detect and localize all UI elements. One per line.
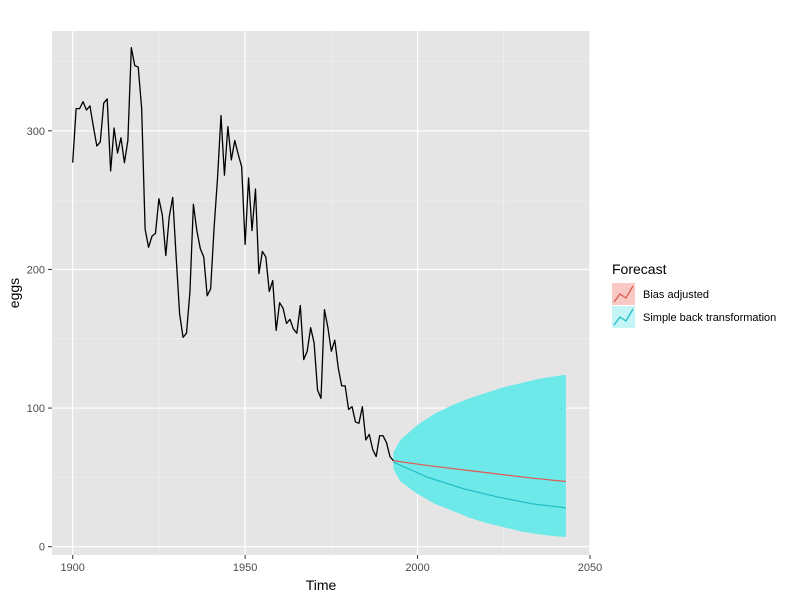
legend: Forecast Bias adjusted Simple back transf… [612, 261, 776, 328]
x-tick-label: 2000 [405, 562, 429, 574]
legend-entries: Bias adjusted Simple back transformation [612, 283, 776, 328]
legend-key-line [613, 308, 634, 326]
legend-key-fill [612, 283, 635, 305]
y-axis: 0 100 200 300 [27, 126, 52, 554]
series-line-forecast [393, 460, 566, 483]
x-tick-label: 2050 [578, 562, 602, 574]
x-tick-label: 1950 [233, 562, 257, 574]
x-tick-label: 1900 [60, 562, 84, 574]
y-tick-label: 100 [27, 403, 45, 415]
x-axis-title: Time [306, 577, 337, 593]
legend-title: Forecast [612, 261, 667, 277]
legend-label: Simple back transformation [643, 312, 776, 324]
y-tick-label: 0 [39, 542, 45, 554]
y-tick-label: 300 [27, 126, 45, 138]
series-line-observed [72, 46, 394, 462]
interval-band [393, 374, 566, 537]
series-layer [72, 46, 566, 509]
legend-label: Bias adjusted [643, 289, 709, 301]
x-axis: 1900 1950 2000 2050 [60, 555, 602, 574]
grid-minor [52, 31, 590, 555]
legend-key-fill [612, 306, 635, 328]
y-axis-title: eggs [6, 278, 22, 308]
prediction-interval [393, 374, 566, 537]
series-line-forecast [393, 461, 566, 509]
y-tick-label: 200 [27, 264, 45, 276]
legend-key-line [613, 285, 634, 303]
